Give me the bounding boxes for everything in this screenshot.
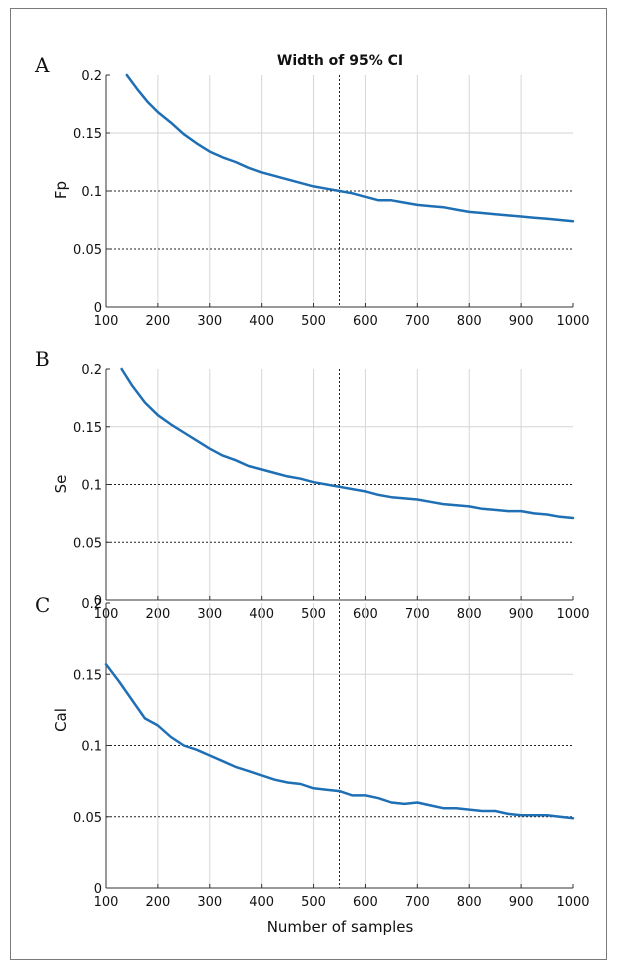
- panel-a-xtick-label-4: 500: [301, 314, 326, 329]
- panel-b-xtick-label-9: 1000: [556, 607, 589, 622]
- panel-c-xtick-label-0: 100: [94, 895, 119, 910]
- panel-a-letter: A: [34, 53, 50, 77]
- panel-b-ytick-label-2: 0.1: [81, 479, 102, 494]
- panel-a-series-line-0: [125, 73, 575, 223]
- panel-a-xtick-label-2: 300: [197, 314, 222, 329]
- panel-c-xtick-label-9: 1000: [556, 895, 589, 910]
- panel-a-ytick-label-0: 0: [94, 301, 102, 316]
- panel-a-xtick-label-5: 600: [353, 314, 378, 329]
- panel-c-ytick-label-1: 0.05: [73, 811, 102, 826]
- panel-c-xtick-label-4: 500: [301, 895, 326, 910]
- panel-a-ytick-label-3: 0.15: [73, 127, 102, 142]
- panel-a-xtick-label-3: 400: [249, 314, 274, 329]
- panel-c-xtick-label-3: 400: [249, 895, 274, 910]
- panel-c-xtick-label-5: 600: [353, 895, 378, 910]
- figure-title: Width of 95% CI: [277, 53, 403, 69]
- panel-b-letter: B: [35, 347, 50, 371]
- panel-a-xtick-label-1: 200: [145, 314, 170, 329]
- panel-c-xtick-label-8: 900: [509, 895, 534, 910]
- panel-c: C Cal Number of samples 0 0.05 0.1 0.15 0.2 1…: [35, 593, 590, 936]
- panel-a-xtick-label-9: 1000: [556, 314, 589, 329]
- panel-b-ytick-label-0: 0: [94, 594, 102, 609]
- panel-a-xtick-label-7: 800: [457, 314, 482, 329]
- panel-c-letter: C: [35, 593, 50, 617]
- panel-a-ylabel: Fp: [52, 181, 70, 199]
- panel-b-ytick-label-1: 0.05: [73, 536, 102, 551]
- panel-a-xtick-label-6: 700: [405, 314, 430, 329]
- panel-b-ylabel: Se: [52, 475, 70, 494]
- panel-a-ytick-label-4: 0.2: [81, 69, 102, 84]
- panel-b-ytick-label-3: 0.15: [73, 421, 102, 436]
- panel-c-series-line-0: [104, 663, 575, 820]
- panel-b-ytick-label-4: 0.2: [81, 363, 102, 378]
- panel-c-xtick-label-6: 700: [405, 895, 430, 910]
- panel-a-ytick-label-2: 0.1: [81, 185, 102, 200]
- panel-c-ytick-label-0: 0: [94, 882, 102, 897]
- panel-a-xtick-label-8: 900: [509, 314, 534, 329]
- panel-c-xtick-label-2: 300: [197, 895, 222, 910]
- panel-a-ytick-label-1: 0.05: [73, 243, 102, 258]
- figure-frame: [10, 8, 607, 960]
- panel-b-series-line-0: [120, 367, 575, 520]
- panel-a-xtick-label-0: 100: [94, 314, 119, 329]
- panel-c-xtick-label-7: 800: [457, 895, 482, 910]
- panel-c-ytick-label-3: 0.15: [73, 668, 102, 683]
- panel-c-ytick-label-4: 0.2: [81, 597, 102, 612]
- panel-c-xtick-label-1: 200: [145, 895, 170, 910]
- x-axis-label: Number of samples: [267, 918, 414, 936]
- panel-a: A Fp 0 0.05 0.1 0.15 0.2 100 200 300 400 500 600 70…: [34, 53, 590, 329]
- panel-c-ytick-label-2: 0.1: [81, 740, 102, 755]
- panel-c-ylabel: Cal: [52, 708, 70, 732]
